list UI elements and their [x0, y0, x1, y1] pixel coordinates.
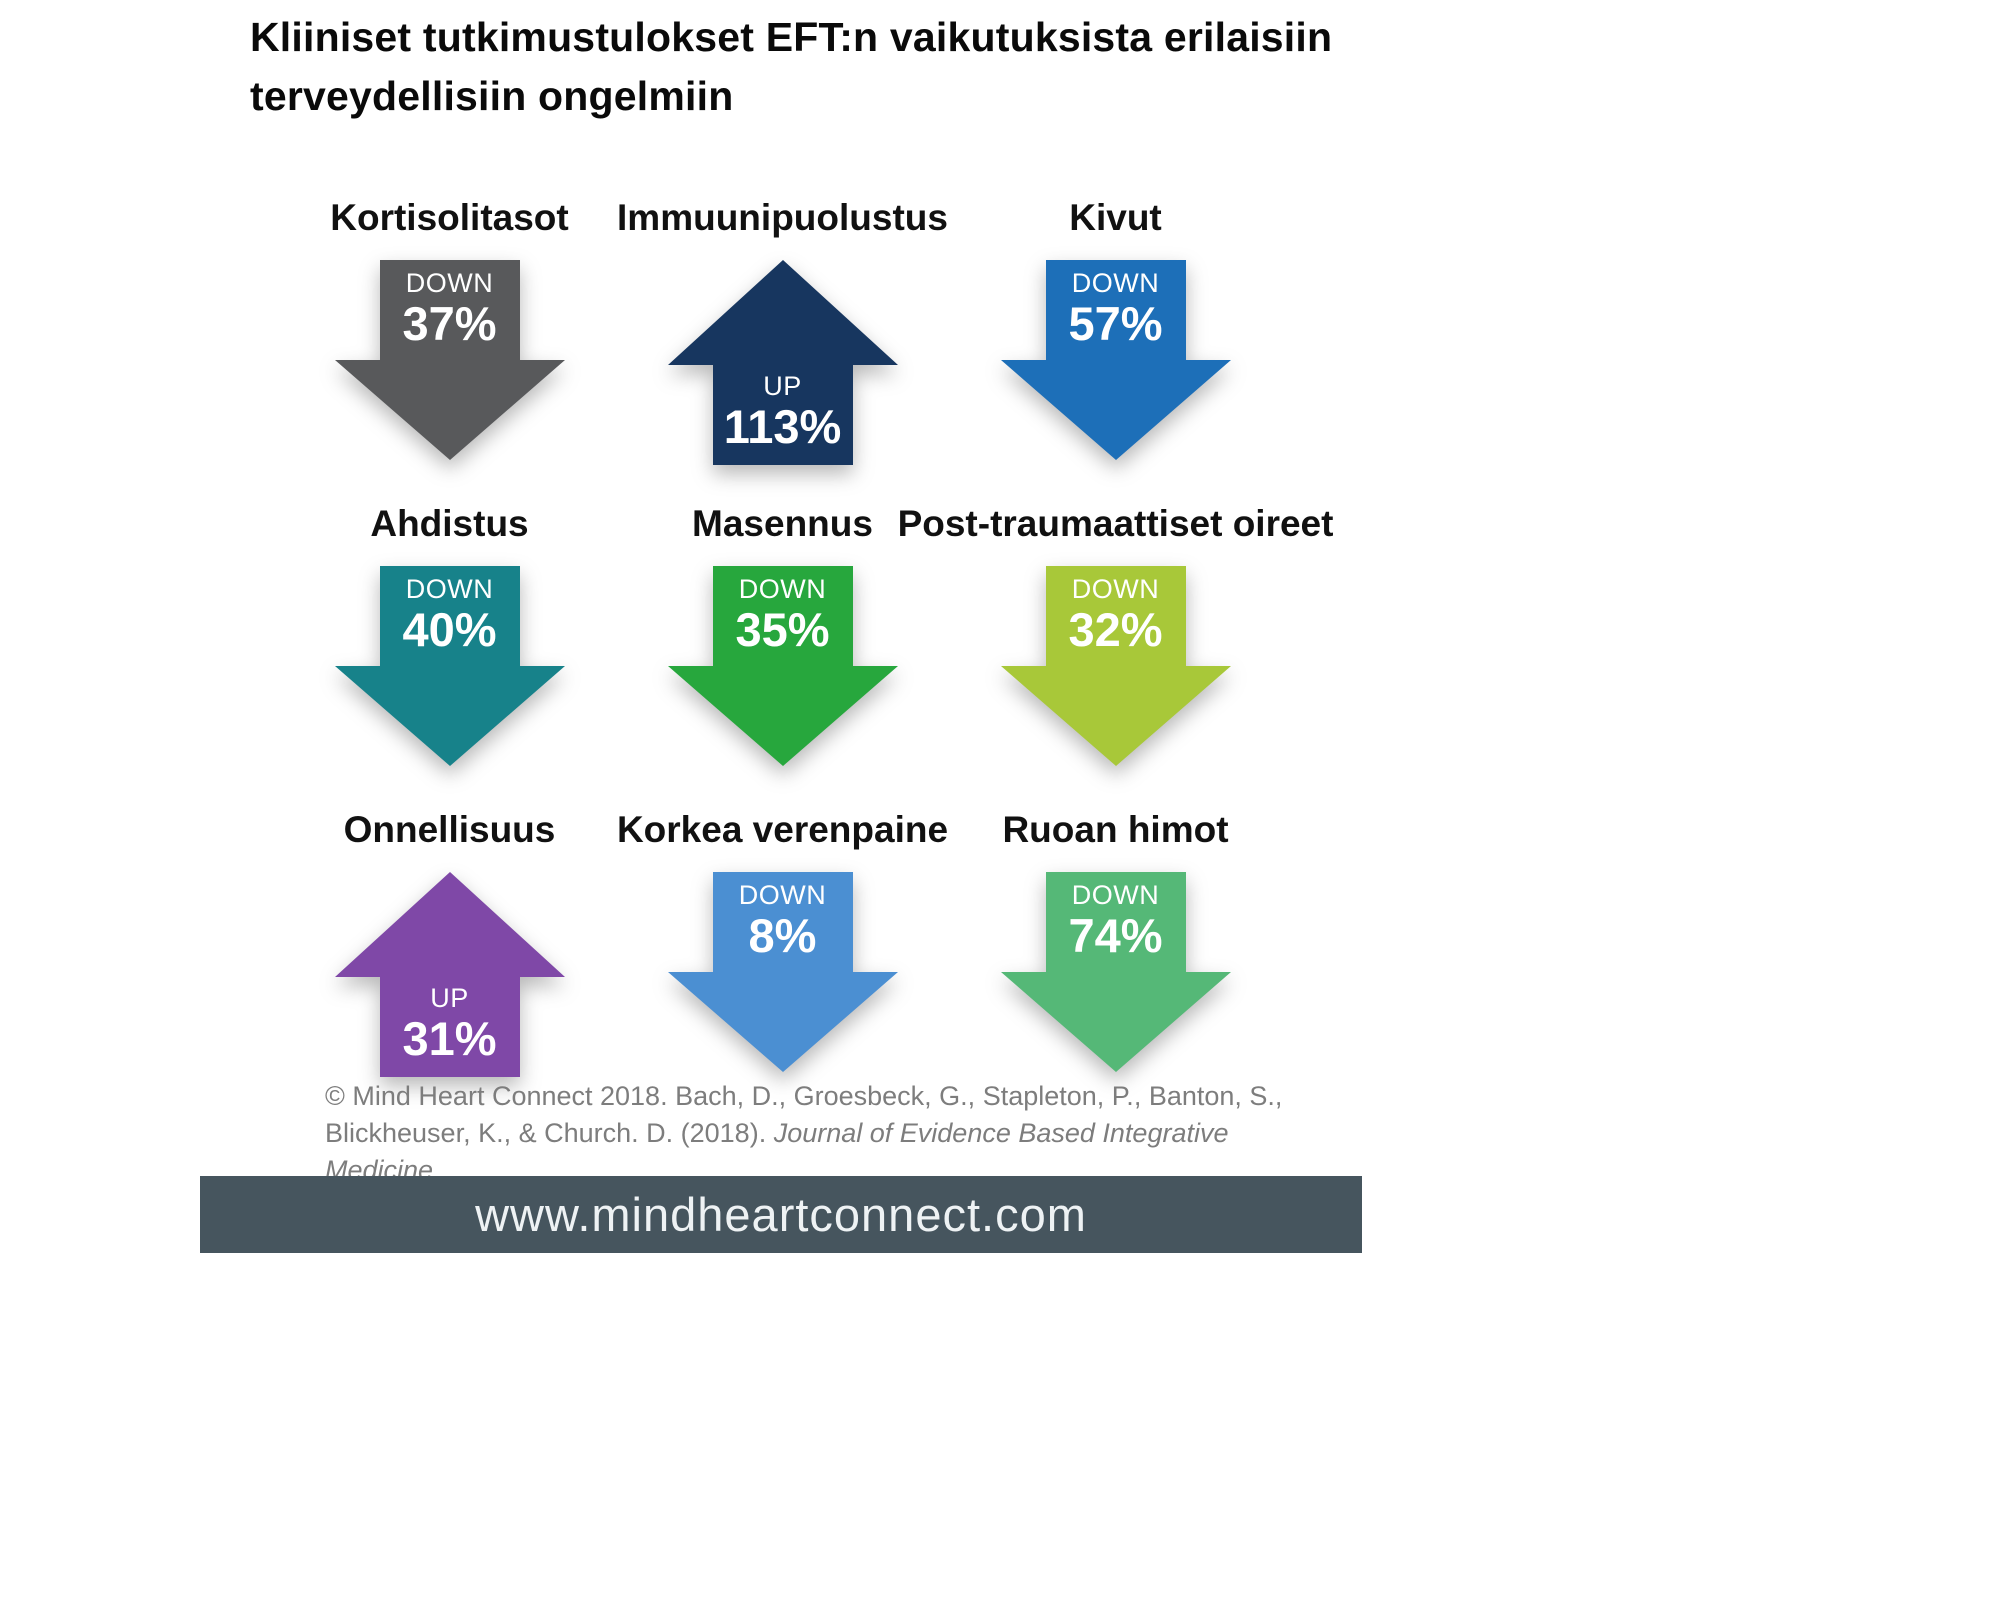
citation-prefix: © Mind Heart Connect 2018. Bach, D., Gro…	[325, 1081, 1283, 1148]
arrow-shape	[1000, 566, 1231, 766]
stat-label: Masennus	[692, 503, 873, 544]
stat-label: Kivut	[1069, 197, 1162, 238]
stat-label: Korkea verenpaine	[616, 809, 949, 850]
up-arrow-icon: UP 113%	[667, 260, 898, 465]
stat-label: Immuunipuolustus	[617, 197, 948, 238]
citation-journal: Journal of Evidence Based Integrative Me…	[325, 1118, 1229, 1185]
stat-ruoan-himot: Ruoan himot DOWN 74%	[949, 798, 1282, 1104]
arrow-shape	[1000, 872, 1231, 1072]
down-arrow-icon: DOWN 57%	[1000, 260, 1231, 460]
arrow-shape	[334, 260, 565, 460]
stat-label: Ruoan himot	[1002, 809, 1229, 850]
stat-korkea-verenpaine: Korkea verenpaine DOWN 8%	[616, 798, 949, 1104]
arrow-shape	[667, 260, 898, 465]
stat-ahdistus: Ahdistus DOWN 40%	[283, 492, 616, 798]
down-arrow-icon: DOWN 8%	[667, 872, 898, 1072]
stat-label: Kortisolitasot	[330, 197, 569, 238]
page-title: Kliiniset tutkimustulokset EFT:n vaikutu…	[250, 14, 1333, 120]
stat-label: Onnellisuus	[343, 809, 556, 850]
arrow-shape	[667, 566, 898, 766]
stat-onnellisuus: Onnellisuus UP 31%	[283, 798, 616, 1104]
footer-url: www.mindheartconnect.com	[475, 1188, 1087, 1241]
stat-kivut: Kivut DOWN 57%	[949, 186, 1282, 492]
stat-label: Post-traumaattiset oireet	[897, 503, 1334, 544]
down-arrow-icon: DOWN 35%	[667, 566, 898, 766]
up-arrow-icon: UP 31%	[334, 872, 565, 1077]
down-arrow-icon: DOWN 40%	[334, 566, 565, 766]
down-arrow-icon: DOWN 32%	[1000, 566, 1231, 766]
down-arrow-icon: DOWN 37%	[334, 260, 565, 460]
arrow-shape	[1000, 260, 1231, 460]
stats-grid: Kortisolitasot DOWN 37% Immuunipuolustus…	[283, 186, 1333, 1104]
down-arrow-icon: DOWN 74%	[1000, 872, 1231, 1072]
stat-label: Ahdistus	[370, 503, 529, 544]
stat-immuunipuolustus: Immuunipuolustus UP 113%	[616, 186, 949, 492]
footer-bar: www.mindheartconnect.com	[200, 1176, 1362, 1253]
stat-post-traumaattiset-oireet: Post-traumaattiset oireet DOWN 32%	[898, 492, 1333, 798]
arrow-shape	[667, 872, 898, 1072]
stat-kortisolitasot: Kortisolitasot DOWN 37%	[283, 186, 616, 492]
citation-text: © Mind Heart Connect 2018. Bach, D., Gro…	[325, 1078, 1335, 1189]
arrow-shape	[334, 872, 565, 1077]
arrow-shape	[334, 566, 565, 766]
